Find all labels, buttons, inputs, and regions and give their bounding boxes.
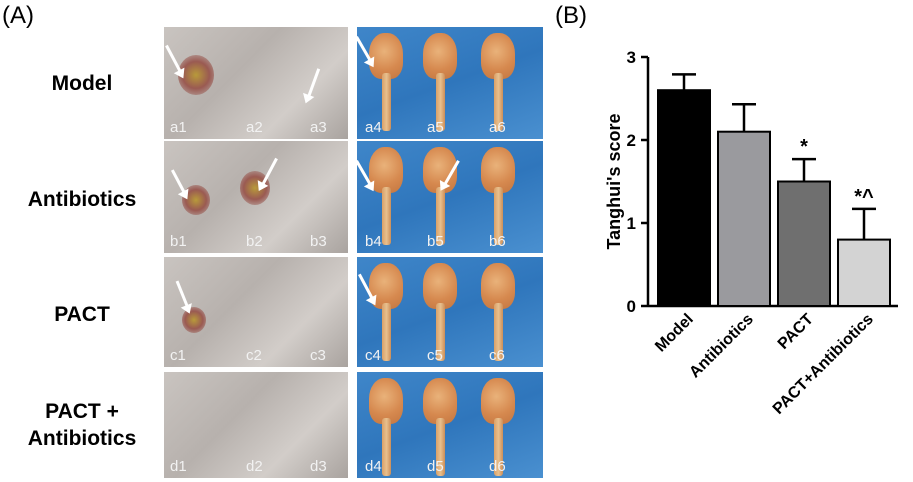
tile-label: c6 (489, 347, 505, 364)
arrow-icon (307, 68, 321, 98)
y-tick-label: 0 (627, 297, 636, 316)
tile-label: d6 (489, 458, 506, 475)
tile-label: b1 (170, 233, 187, 250)
row-label-line2: Antibiotics (27, 427, 137, 450)
tile-label: b3 (310, 233, 327, 250)
y-tick-label: 1 (627, 214, 636, 233)
tile-label: d3 (310, 458, 327, 475)
x-tick-label: Antibiotics (686, 311, 757, 382)
tile-label: c5 (427, 347, 443, 364)
x-tick-label: Model (652, 311, 697, 356)
tile-label: b5 (427, 233, 444, 250)
x-tick-label: PACT+Antibiotics (770, 311, 877, 418)
y-axis-label: Tanghui's score (604, 114, 624, 250)
arrow-icon (175, 280, 189, 308)
panel-label-b: (B) (555, 2, 587, 29)
tile-label: d4 (365, 458, 382, 475)
x-tick-label: PACT (775, 311, 817, 353)
tile-label: a4 (365, 119, 382, 136)
bar (657, 89, 711, 308)
y-tick-label: 3 (627, 48, 636, 67)
tile-label: c2 (246, 347, 262, 364)
tile-label: d2 (246, 458, 263, 475)
significance-label: * (800, 136, 808, 158)
bone-photo-model: a4 a5 a6 (357, 27, 543, 139)
tile-label: c3 (310, 347, 326, 364)
tile-label: a3 (310, 119, 327, 136)
tile-label: a2 (246, 119, 263, 136)
tile-label: a5 (427, 119, 444, 136)
tile-label: a1 (170, 119, 187, 136)
panel-label-a: (A) (2, 2, 34, 29)
tile-label: b4 (365, 233, 382, 250)
bar (837, 238, 891, 308)
skin-photo-model: a1 a2 a3 (164, 27, 348, 139)
arrow-icon (170, 169, 186, 194)
significance-label: *^ (854, 186, 874, 208)
row-label-pact: PACT (54, 303, 110, 326)
tile-label: d5 (427, 458, 444, 475)
tile-label: d1 (170, 458, 187, 475)
skin-photo-pact: c1 c2 c3 (164, 257, 348, 367)
y-tick-label: 2 (627, 131, 636, 150)
row-label-pact-antibiotics: PACT + Antibiotics (2, 398, 162, 452)
tile-label: c1 (170, 347, 186, 364)
row-label-line1: PACT + (45, 400, 119, 423)
arrow-icon (261, 157, 278, 186)
skin-photo-antibiotics: b1 b2 b3 (164, 141, 348, 253)
skin-photo-pact-antibiotics: d1 d2 d3 (164, 372, 348, 478)
row-label-antibiotics: Antibiotics (27, 188, 137, 211)
row-label-model: Model (51, 72, 113, 95)
tile-label: a6 (489, 119, 506, 136)
bar (777, 180, 831, 307)
tile-label: c4 (365, 347, 381, 364)
tile-label: b2 (246, 233, 263, 250)
bone-photo-pact-antibiotics: d4 d5 d6 (357, 372, 543, 478)
bone-photo-pact: c4 c5 c6 (357, 257, 543, 367)
tile-label: b6 (489, 233, 506, 250)
arrow-icon (165, 44, 182, 73)
bar (717, 130, 771, 307)
bone-photo-antibiotics: b4 b5 b6 (357, 141, 543, 253)
